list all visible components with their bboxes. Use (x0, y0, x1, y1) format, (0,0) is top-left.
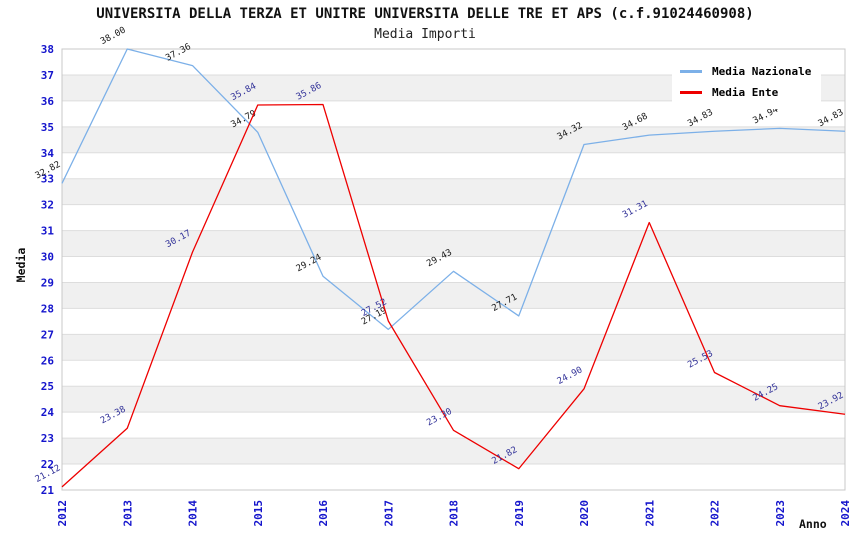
y-tick-label: 23 (41, 432, 54, 445)
x-tick-label: 2020 (578, 500, 591, 527)
y-tick-label: 37 (41, 69, 54, 82)
data-point-label: 24.90 (556, 365, 585, 387)
y-tick-label: 25 (41, 380, 54, 393)
x-tick-label: 2013 (121, 500, 134, 527)
x-tick-label: 2016 (317, 500, 330, 527)
series-line-media-ente (61, 103, 846, 488)
x-tick-label: 2015 (252, 500, 265, 527)
grid-band (62, 438, 845, 465)
x-tick-label: 2021 (643, 500, 656, 527)
y-tick-label: 38 (41, 43, 54, 56)
legend-item-ente: Media Ente (680, 82, 811, 103)
y-tick-label: 26 (41, 354, 55, 367)
y-tick-label: 24 (41, 406, 55, 419)
y-tick-label: 21 (41, 484, 55, 497)
y-tick-label: 31 (41, 225, 55, 238)
plot-border (61, 48, 846, 491)
legend-item-nazionale: Media Nazionale (680, 61, 811, 82)
grid-band (62, 334, 845, 361)
y-tick-label: 36 (41, 95, 55, 108)
y-tick-label: 34 (41, 147, 55, 160)
legend-line-swatch-nazionale (680, 70, 702, 73)
data-point-label: 34.83 (817, 108, 846, 130)
y-tick-label: 32 (41, 199, 54, 212)
legend-line-swatch-ente (680, 91, 702, 94)
x-tick-label: 2023 (774, 500, 787, 527)
x-tick-label: 2018 (448, 500, 461, 527)
chart-title: UNIVERSITA DELLA TERZA ET UNITRE UNIVERS… (96, 6, 754, 22)
y-tick-label: 33 (41, 173, 54, 186)
x-tick-label: 2014 (187, 500, 200, 527)
grid-band (62, 386, 845, 413)
x-tick-label: 2022 (709, 500, 722, 527)
x-tick-label: 2019 (513, 500, 526, 527)
x-tick-label: 2012 (56, 500, 69, 527)
series-line-media-nazionale (61, 48, 846, 331)
x-tick-label: 2017 (382, 500, 395, 527)
grid-band (62, 282, 845, 309)
grid-band (62, 178, 845, 205)
y-axis-title: Media (14, 247, 28, 283)
chart-subtitle: Media Importi (374, 27, 476, 42)
y-tick-label: 35 (41, 121, 54, 134)
x-tick-label: 2024 (839, 500, 850, 527)
data-point-label: 34.83 (686, 108, 715, 130)
y-tick-label: 27 (41, 328, 54, 341)
legend-label-ente: Media Ente (712, 86, 779, 99)
data-point-label: 37.36 (164, 42, 193, 64)
x-axis-title: Anno (799, 517, 827, 531)
y-tick-label: 30 (41, 251, 54, 264)
legend-label-nazionale: Media Nazionale (712, 65, 812, 78)
y-tick-label: 29 (41, 276, 54, 289)
y-tick-label: 22 (41, 458, 54, 471)
y-tick-label: 28 (41, 302, 54, 315)
legend: Media Nazionale Media Ente (672, 56, 822, 109)
